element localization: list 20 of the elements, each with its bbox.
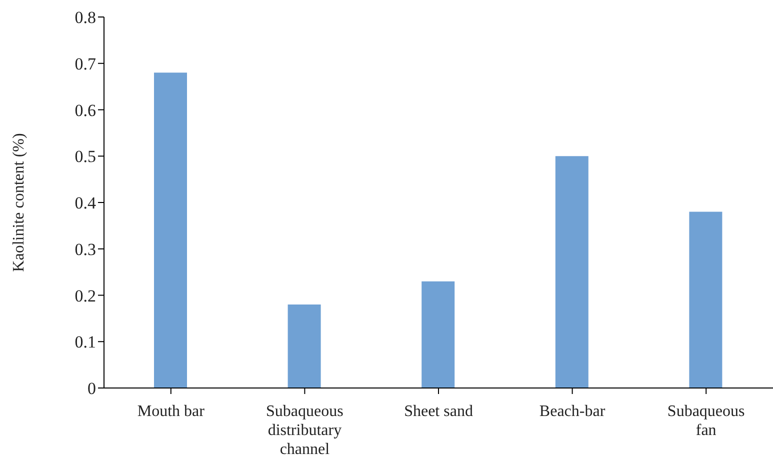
x-tick-label: Beach-bar (539, 403, 606, 420)
y-tick-label: 0.8 (74, 8, 96, 28)
x-tick-label: Sheet sand (404, 403, 473, 420)
y-tick-label: 0.3 (74, 240, 96, 259)
y-tick-label: 0.6 (74, 100, 96, 120)
bar (154, 72, 187, 388)
bar (689, 212, 722, 388)
y-tick-label: 0.7 (74, 54, 96, 74)
y-tick-label: 0.2 (74, 286, 96, 306)
bar (288, 304, 321, 388)
x-tick-label: Subaqueous distributary channel (266, 403, 344, 458)
y-axis-title: Kaolinite content (%) (10, 133, 28, 272)
y-tick-label: 0.5 (74, 147, 96, 166)
x-tick-label: Mouth bar (137, 403, 206, 420)
y-tick-label: 0.4 (74, 194, 96, 213)
bar (422, 281, 455, 388)
y-tick-label: 0.1 (74, 332, 96, 352)
y-tick-label: 0 (88, 379, 96, 398)
bar (555, 156, 588, 388)
x-tick-label: Subaqueous fan (667, 403, 745, 439)
